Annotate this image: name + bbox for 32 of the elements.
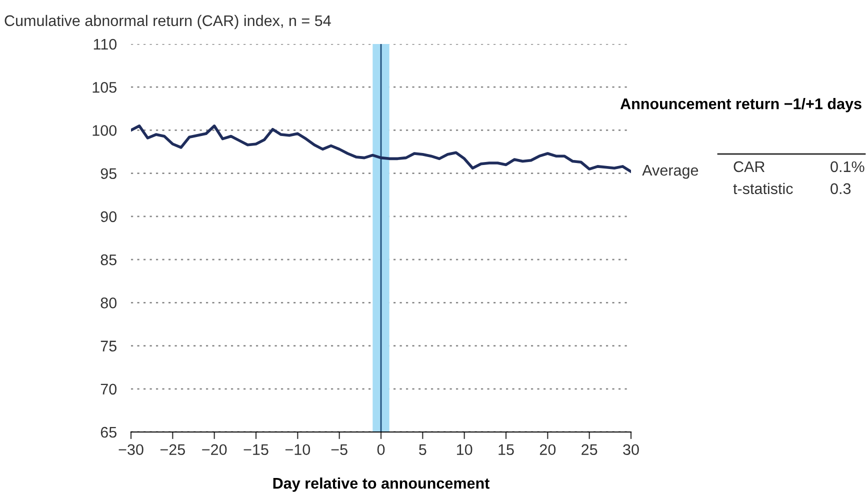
annotation: Announcement return −1/+1 days (620, 98, 862, 112)
y-tick-label: 110 (94, 38, 117, 50)
y-tick-label: 70 (100, 384, 117, 395)
text: 0.3 (830, 183, 851, 194)
series-label: Average (642, 165, 698, 179)
y-tick-label: 105 (92, 82, 116, 93)
x-tick-label: 30 (623, 444, 639, 456)
x-tick-label: −25 (160, 444, 185, 456)
y-tick-label: 65 (100, 426, 116, 438)
line-series (131, 124, 631, 173)
x-axis-title: Day relative to announcement (273, 477, 490, 492)
x-tick-label: −10 (285, 444, 310, 456)
x-tick-label: −30 (118, 444, 144, 456)
x-tick-label: −20 (202, 444, 227, 456)
x-tick-label: −5 (331, 444, 348, 456)
x-tick-label: −15 (244, 444, 268, 456)
y-tick-label: 85 (100, 254, 116, 266)
x-tick-label: 10 (457, 444, 472, 456)
y-tick-label: 90 (100, 211, 117, 222)
x-tick-label: 20 (540, 444, 556, 456)
chart-title: Cumulative abnormal return (CAR) index, n = 54 (4, 14, 331, 30)
x-tick-label: 15 (498, 444, 514, 456)
text: 0.1% (830, 161, 864, 172)
y-tick-label: 75 (100, 340, 116, 352)
y-tick-label: 100 (92, 125, 117, 136)
y-tick-label: 80 (100, 298, 117, 308)
y-tick-label: 95 (100, 168, 116, 180)
x-tick-label: 5 (419, 444, 426, 456)
text: CAR (734, 161, 765, 172)
x-tick-label: 0 (377, 444, 385, 456)
x-tick-label: 25 (582, 444, 598, 456)
text: t-statistic (733, 182, 793, 194)
